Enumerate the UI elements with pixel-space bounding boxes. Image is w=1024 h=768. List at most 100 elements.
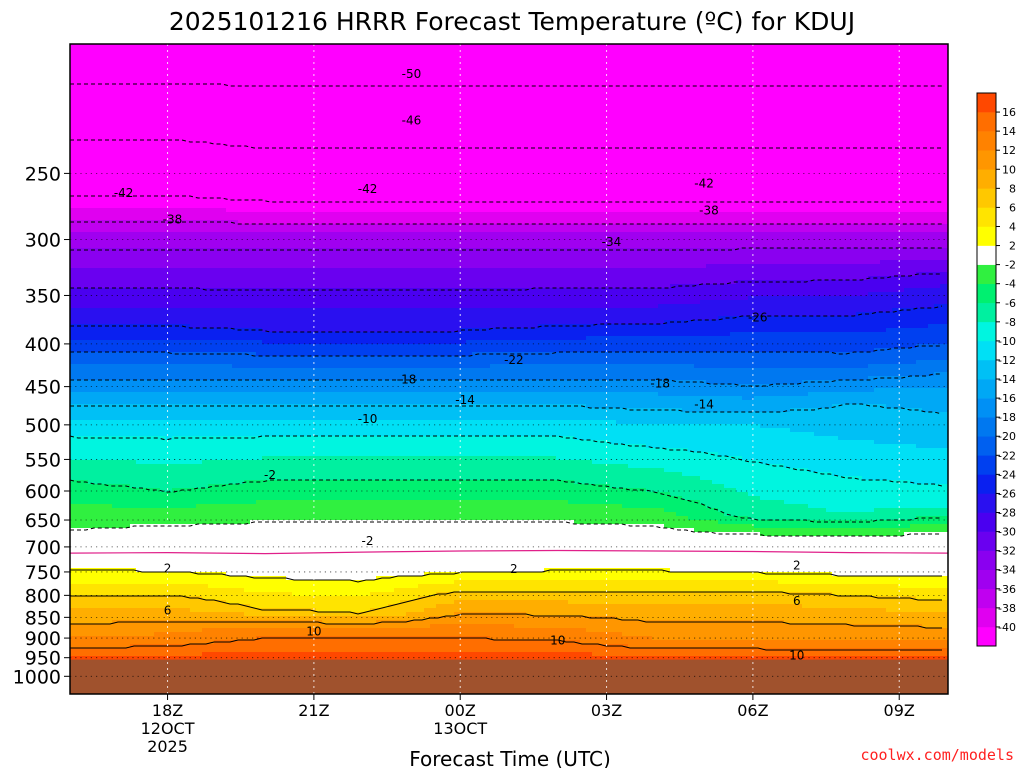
temperature-cell bbox=[910, 388, 917, 409]
temperature-cell bbox=[730, 248, 737, 265]
temperature-cell bbox=[574, 568, 581, 581]
temperature-cell bbox=[460, 248, 467, 269]
temperature-cell bbox=[730, 232, 737, 249]
temperature-cell bbox=[604, 248, 611, 269]
temperature-cell bbox=[832, 232, 839, 249]
temperature-cell bbox=[448, 404, 455, 421]
temperature-cell bbox=[526, 268, 533, 289]
temperature-cell bbox=[328, 404, 335, 421]
temperature-cell bbox=[562, 224, 569, 233]
colorbar-tick-label: -34 bbox=[998, 564, 1016, 577]
temperature-cell bbox=[640, 636, 647, 649]
temperature-cell bbox=[898, 248, 905, 261]
temperature-cell bbox=[556, 568, 563, 581]
temperature-cell bbox=[634, 508, 641, 525]
temperature-cell bbox=[472, 612, 479, 625]
temperature-cell bbox=[880, 348, 887, 365]
temperature-cell bbox=[346, 612, 353, 617]
temperature-cell bbox=[568, 460, 575, 481]
temperature-cell bbox=[130, 364, 137, 381]
temperature-cell bbox=[154, 644, 161, 657]
temperature-cell bbox=[322, 356, 329, 369]
temperature-cell bbox=[334, 392, 341, 405]
temperature-cell bbox=[772, 280, 779, 297]
temperature-cell bbox=[250, 212, 257, 225]
temperature-cell bbox=[664, 580, 671, 593]
temperature-cell bbox=[100, 504, 107, 529]
temperature-cell bbox=[310, 616, 317, 621]
temperature-cell bbox=[316, 404, 323, 421]
temperature-cell bbox=[172, 324, 179, 341]
temperature-cell bbox=[130, 636, 137, 645]
temperature-cell bbox=[796, 592, 803, 605]
temperature-cell bbox=[898, 612, 905, 625]
temperature-cell bbox=[310, 500, 317, 521]
temperature-cell bbox=[922, 484, 929, 509]
temperature-cell bbox=[190, 340, 197, 353]
temperature-cell bbox=[388, 268, 395, 289]
temperature-cell bbox=[106, 504, 113, 529]
temperature-cell bbox=[214, 208, 221, 221]
temperature-cell bbox=[382, 616, 389, 621]
temperature-cell bbox=[604, 616, 611, 633]
temperature-cell bbox=[838, 352, 845, 369]
temperature-cell bbox=[70, 568, 77, 585]
temperature-cell bbox=[76, 460, 83, 481]
temperature-cell bbox=[148, 232, 155, 249]
temperature-cell bbox=[292, 268, 299, 289]
temperature-cell bbox=[730, 352, 737, 369]
temperature-cell bbox=[424, 608, 431, 621]
temperature-cell bbox=[154, 380, 161, 393]
temperature-cell bbox=[622, 636, 629, 645]
temperature-cell bbox=[310, 580, 317, 597]
temperature-cell bbox=[334, 580, 341, 597]
temperature-cell bbox=[202, 308, 209, 329]
temperature-cell bbox=[172, 268, 179, 289]
temperature-cell bbox=[556, 580, 563, 593]
temperature-cell bbox=[616, 524, 623, 569]
temperature-cell bbox=[928, 532, 935, 577]
temperature-cell bbox=[202, 612, 209, 621]
temperature-cell bbox=[610, 488, 617, 505]
temperature-cell bbox=[484, 328, 491, 341]
temperature-cell bbox=[154, 584, 161, 597]
temperature-cell bbox=[484, 288, 491, 309]
temperature-cell bbox=[652, 248, 659, 269]
temperature-cell bbox=[658, 396, 665, 409]
colorbar-swatch bbox=[977, 626, 996, 647]
temperature-cell bbox=[904, 260, 911, 277]
temperature-cell bbox=[532, 224, 539, 233]
temperature-cell bbox=[802, 432, 809, 469]
temperature-cell bbox=[322, 344, 329, 357]
temperature-cell bbox=[406, 392, 413, 405]
temperature-cell bbox=[106, 308, 113, 325]
temperature-cell bbox=[370, 332, 377, 345]
temperature-cell bbox=[274, 628, 281, 637]
temperature-cell bbox=[544, 640, 551, 653]
temperature-cell bbox=[418, 628, 425, 637]
temperature-cell bbox=[448, 436, 455, 457]
temperature-cell bbox=[394, 500, 401, 521]
temperature-cell bbox=[670, 44, 677, 213]
temperature-cell bbox=[598, 288, 605, 309]
temperature-cell bbox=[196, 352, 203, 365]
temperature-cell bbox=[892, 364, 899, 377]
temperature-cell bbox=[874, 276, 881, 293]
temperature-cell bbox=[550, 324, 557, 341]
temperature-cell bbox=[580, 324, 587, 341]
temperature-cell bbox=[124, 436, 131, 461]
temperature-cell bbox=[508, 500, 515, 521]
colorbar-swatch bbox=[977, 150, 996, 170]
temperature-cell bbox=[850, 352, 857, 369]
temperature-cell bbox=[352, 480, 359, 501]
temperature-cell bbox=[346, 288, 353, 309]
temperature-cell bbox=[100, 44, 107, 209]
temperature-cell bbox=[418, 268, 425, 289]
x-tick-label: 00Z bbox=[445, 701, 476, 720]
temperature-cell bbox=[244, 640, 251, 653]
temperature-cell bbox=[670, 472, 677, 497]
temperature-cell bbox=[646, 352, 653, 365]
temperature-cell bbox=[574, 212, 581, 225]
temperature-cell bbox=[718, 248, 725, 265]
temperature-cell bbox=[658, 508, 665, 525]
